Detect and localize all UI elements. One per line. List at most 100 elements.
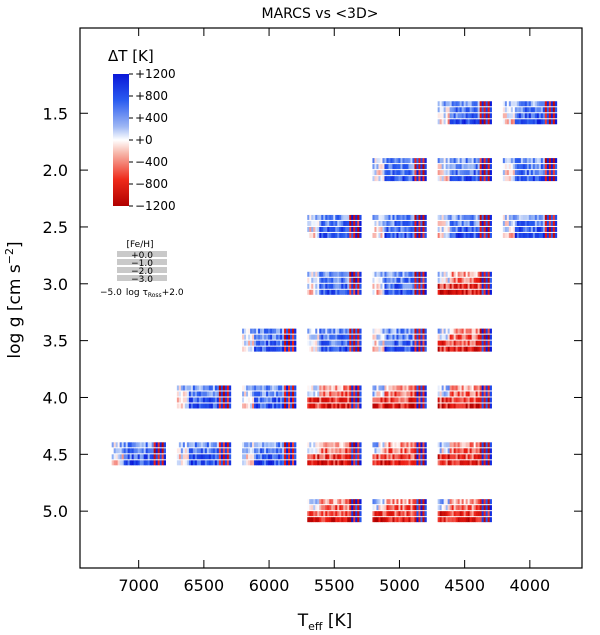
heatmap-cell [376, 176, 379, 182]
heatmap-cell [400, 232, 403, 238]
heatmap-cell [416, 289, 419, 295]
heatmap-cell [396, 170, 399, 176]
heatmap-cell [473, 403, 476, 409]
heatmap-cell [473, 499, 476, 505]
heatmap-cell [416, 397, 419, 403]
heatmap-cell [441, 232, 444, 238]
heatmap-cell [487, 391, 490, 397]
heatmap-cell [526, 176, 530, 182]
heatmap-cell [414, 448, 417, 454]
heatmap-cell [457, 334, 460, 340]
heatmap-cell [534, 226, 538, 232]
heatmap-cell [404, 340, 407, 346]
heatmap-cell [487, 113, 490, 119]
heatmap-cell [390, 391, 393, 397]
heatmap-cell [414, 283, 417, 289]
heatmap-cell [282, 448, 285, 454]
heatmap-cell [323, 517, 326, 523]
heatmap-cell [538, 214, 542, 220]
heatmap-cell [508, 214, 512, 220]
heatmap-cell [292, 340, 295, 346]
heatmap-cell [483, 340, 486, 346]
heatmap-cell [463, 511, 466, 517]
heatmap-cell [339, 340, 342, 346]
heatmap-cell [457, 385, 460, 391]
heatmap-cell [258, 403, 261, 409]
heatmap-cell [159, 448, 162, 454]
heatmap-cell [224, 385, 228, 391]
heatmap-cell [214, 448, 218, 454]
heatmap-cell [198, 448, 202, 454]
heatmap-cell [341, 334, 344, 340]
heatmap-cell [149, 442, 152, 448]
heatmap-cell [408, 220, 411, 226]
heatmap-cell [376, 460, 379, 466]
heatmap-cell [489, 214, 492, 220]
heatmap-cell [400, 391, 403, 397]
heatmap-cell [317, 277, 320, 283]
heatmap-cell [414, 397, 417, 403]
heatmap-cell [504, 232, 508, 238]
heatmap-cell [465, 283, 468, 289]
heatmap-cell [246, 442, 249, 448]
heatmap-cell [483, 220, 486, 226]
heatmap-cell [414, 176, 417, 182]
heatmap-cell [309, 499, 312, 505]
heatmap-cell [280, 397, 283, 403]
heatmap-cell [441, 101, 444, 107]
heatmap-cell [319, 289, 322, 295]
heatmap-cell [250, 442, 253, 448]
heatmap-cell [485, 176, 488, 182]
heatmap-cell [288, 385, 291, 391]
heatmap-cell [443, 113, 446, 119]
heatmap-cell [382, 460, 385, 466]
heatmap-cell [445, 442, 448, 448]
heatmap-cell [376, 283, 379, 289]
heatmap-cell [226, 454, 230, 460]
heatmap-cell [359, 283, 362, 289]
heatmap-cell [461, 328, 464, 334]
heatmap-cell [246, 460, 249, 466]
heatmap-cell [400, 176, 403, 182]
heatmap-cell [258, 460, 261, 466]
heatmap-cell [538, 164, 542, 170]
heatmap-cell [443, 391, 446, 397]
heatmap-cell [372, 328, 375, 334]
heatmap-cell [465, 334, 468, 340]
heatmap-cell [424, 271, 427, 277]
heatmap-cell [475, 454, 478, 460]
heatmap-cell [204, 460, 208, 466]
model-heatmap [372, 328, 427, 352]
heatmap-cell [540, 164, 544, 170]
heatmap-cell [550, 164, 554, 170]
heatmap-cell [469, 391, 472, 397]
heatmap-cell [357, 346, 360, 352]
heatmap-cell [512, 158, 516, 164]
heatmap-cell [313, 328, 316, 334]
heatmap-cell [463, 460, 466, 466]
heatmap-cell [398, 283, 401, 289]
heatmap-cell [483, 232, 486, 238]
heatmap-cell [274, 460, 277, 466]
heatmap-cell [469, 232, 472, 238]
heatmap-cell [341, 220, 344, 226]
heatmap-cell [469, 277, 472, 283]
heatmap-cell [402, 397, 405, 403]
heatmap-cell [475, 328, 478, 334]
heatmap-cell [424, 460, 427, 466]
heatmap-cell [408, 505, 411, 511]
heatmap-cell [266, 328, 269, 334]
heatmap-cell [258, 454, 261, 460]
heatmap-cell [424, 277, 427, 283]
heatmap-cell [355, 517, 358, 523]
heatmap-cell [355, 283, 358, 289]
heatmap-cell [396, 448, 399, 454]
heatmap-cell [353, 289, 356, 295]
heatmap-cell [546, 113, 550, 119]
heatmap-cell [325, 289, 328, 295]
heatmap-cell [534, 164, 538, 170]
heatmap-cell [402, 328, 405, 334]
heatmap-cell [390, 170, 393, 176]
heatmap-cell [327, 391, 330, 397]
heatmap-cell [388, 454, 391, 460]
